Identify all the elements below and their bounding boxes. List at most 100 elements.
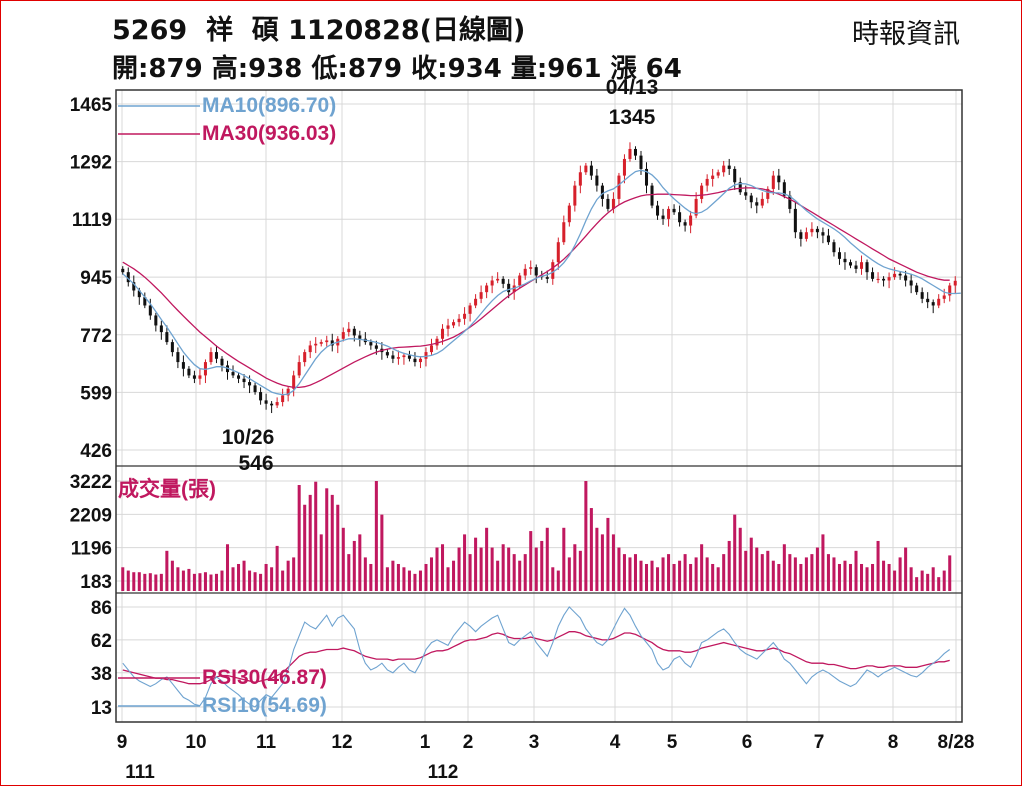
volume-bar <box>165 550 169 591</box>
volume-tick-label: 1196 <box>71 539 112 560</box>
candle-body <box>749 195 753 203</box>
volume-bar <box>584 481 588 591</box>
volume-bar <box>716 567 720 591</box>
candle-body <box>804 232 808 239</box>
volume-bar <box>705 557 709 591</box>
volume-bar <box>656 567 660 591</box>
volume-bar <box>628 557 632 591</box>
volume-bar <box>672 563 676 591</box>
volume-bar <box>429 557 434 591</box>
price-tick-label: 1292 <box>70 153 112 174</box>
volume-bar <box>512 554 516 591</box>
volume-bar <box>926 573 930 591</box>
candle-body <box>507 283 511 293</box>
volume-bar <box>407 570 411 591</box>
volume-bar <box>650 560 654 591</box>
candle-body <box>297 362 301 376</box>
candle-body <box>556 242 560 263</box>
candle-body <box>424 352 428 359</box>
volume-bar <box>821 534 825 591</box>
x-tick-label: 11 <box>256 732 277 753</box>
candle-body <box>837 252 841 259</box>
volume-bar <box>176 567 180 591</box>
candle-body <box>793 208 797 233</box>
candle-body <box>766 188 770 199</box>
volume-bar <box>187 568 191 591</box>
candle-body <box>198 375 202 379</box>
volume-bar <box>275 545 279 591</box>
volume-bar <box>413 573 417 591</box>
candle-body <box>727 165 731 169</box>
volume-bar <box>424 563 428 591</box>
rsi-legend-label: RSI30(46.87) <box>202 666 327 689</box>
volume-bar <box>225 544 230 591</box>
volume-bar <box>143 573 147 591</box>
volume-bar <box>540 540 544 591</box>
price-tick-label: 1119 <box>72 210 112 231</box>
volume-bar <box>617 547 621 591</box>
volume-bar <box>501 544 505 591</box>
candle-body <box>926 298 930 303</box>
volume-bar <box>738 527 742 591</box>
candle-body <box>154 315 158 326</box>
volume-bar <box>380 514 384 591</box>
candle-body <box>788 195 792 209</box>
candle-body <box>722 165 726 173</box>
volume-bar <box>882 560 886 591</box>
candle-body <box>457 318 461 323</box>
volume-bar <box>523 554 527 591</box>
price-panel <box>121 142 961 414</box>
candle-body <box>170 342 174 353</box>
volume-bar <box>683 554 687 591</box>
volume-bar <box>854 550 858 591</box>
volume-bar <box>336 504 340 591</box>
volume-bar <box>286 560 290 591</box>
rsi-tick-label: 38 <box>91 664 112 685</box>
candle-body <box>705 178 709 186</box>
candle-body <box>325 340 329 343</box>
volume-bar <box>622 554 626 591</box>
candle-body <box>523 268 527 276</box>
candle-body <box>694 198 698 216</box>
volume-bar <box>711 563 715 591</box>
volume-bar <box>358 534 362 591</box>
volume-bar <box>755 547 759 591</box>
ma10-line <box>122 169 961 396</box>
volume-bar <box>319 534 323 591</box>
volume-bar <box>259 573 263 591</box>
candle-body <box>672 208 676 213</box>
candle-body <box>777 175 781 183</box>
volume-bar <box>490 547 494 591</box>
candle-body <box>314 343 318 346</box>
volume-bar <box>600 534 604 591</box>
candle-body <box>308 345 312 353</box>
candle-body <box>264 400 268 404</box>
candle-body <box>931 302 935 306</box>
volume-bar <box>843 560 847 591</box>
price-tick-label: 426 <box>80 441 112 462</box>
volume-bar <box>700 544 704 591</box>
candle-body <box>159 325 163 333</box>
volume-bar <box>771 560 775 591</box>
volume-bar <box>749 537 753 591</box>
volume-bar <box>606 517 610 591</box>
volume-bar <box>347 554 351 591</box>
volume-bar <box>760 554 764 591</box>
volume-bar <box>170 560 174 591</box>
candle-body <box>187 368 191 376</box>
volume-bar <box>308 494 312 591</box>
volume-bar <box>231 567 235 591</box>
volume-bar <box>330 494 334 591</box>
candle-body <box>755 202 759 206</box>
rsi-tick-label: 62 <box>91 631 112 652</box>
volume-bar <box>573 544 577 591</box>
candle-body <box>418 358 422 363</box>
candle-body <box>882 278 886 281</box>
x-tick-label: 12 <box>331 732 352 753</box>
volume-bar <box>518 560 522 591</box>
volume-bar <box>529 531 533 591</box>
volume-bar <box>181 570 185 591</box>
year-label: 111 <box>125 762 155 783</box>
volume-bar <box>457 547 461 591</box>
